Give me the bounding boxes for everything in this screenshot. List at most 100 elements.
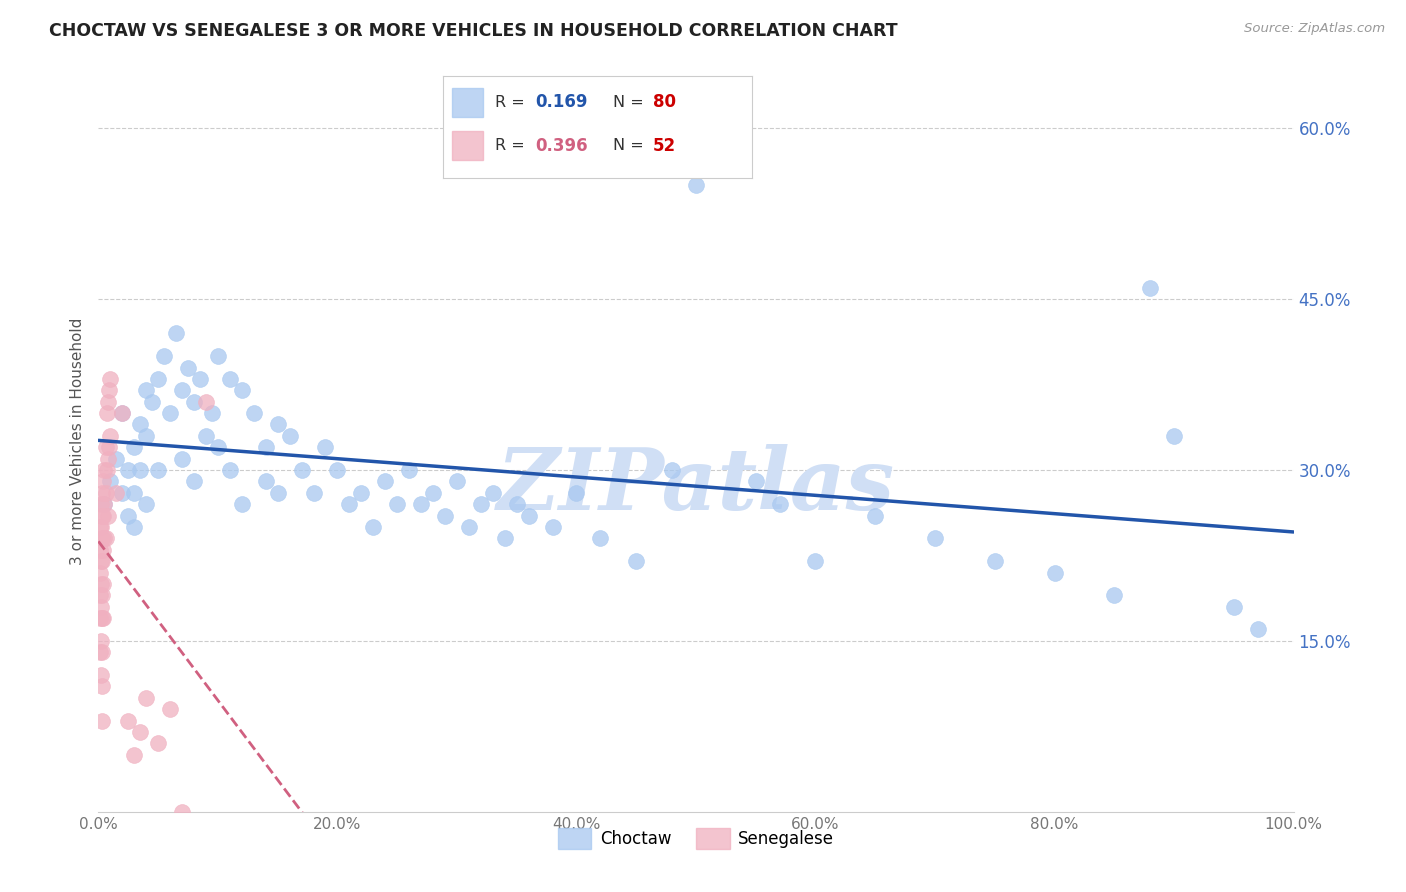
- Point: [219, 372, 242, 386]
- Text: R =: R =: [495, 138, 530, 153]
- Point: [254, 440, 277, 454]
- Point: [745, 475, 768, 489]
- Point: [188, 372, 211, 386]
- Point: [91, 508, 114, 523]
- Point: [117, 508, 139, 523]
- Point: [278, 429, 301, 443]
- Point: [1163, 429, 1185, 443]
- Point: [148, 463, 170, 477]
- Point: [96, 463, 118, 477]
- FancyBboxPatch shape: [453, 131, 484, 160]
- Point: [159, 702, 181, 716]
- Point: [91, 485, 114, 500]
- Point: [231, 497, 253, 511]
- Point: [124, 440, 146, 454]
- Point: [1104, 588, 1126, 602]
- Point: [129, 725, 152, 739]
- Point: [589, 532, 612, 546]
- Point: [685, 178, 707, 193]
- Point: [117, 463, 139, 477]
- Point: [565, 485, 588, 500]
- Y-axis label: 3 or more Vehicles in Household: 3 or more Vehicles in Household: [69, 318, 84, 566]
- Point: [91, 475, 114, 489]
- Point: [302, 485, 325, 500]
- Point: [98, 384, 121, 398]
- Point: [458, 520, 481, 534]
- Text: R =: R =: [495, 95, 530, 110]
- Point: [135, 690, 157, 705]
- Point: [94, 532, 117, 546]
- Text: 0.169: 0.169: [536, 94, 588, 112]
- Point: [98, 440, 121, 454]
- Point: [141, 394, 163, 409]
- Point: [804, 554, 827, 568]
- Point: [91, 577, 114, 591]
- Point: [254, 475, 277, 489]
- Point: [89, 542, 111, 557]
- Point: [159, 406, 181, 420]
- Point: [177, 360, 200, 375]
- Point: [129, 417, 152, 432]
- Point: [398, 463, 420, 477]
- Text: N =: N =: [613, 138, 650, 153]
- FancyBboxPatch shape: [453, 88, 484, 117]
- Point: [91, 554, 114, 568]
- Point: [865, 508, 887, 523]
- Point: [339, 497, 361, 511]
- Point: [93, 532, 115, 546]
- Point: [97, 451, 120, 466]
- Point: [90, 668, 112, 682]
- Text: 52: 52: [654, 136, 676, 154]
- Text: ZIPatlas: ZIPatlas: [496, 444, 896, 528]
- Point: [422, 485, 444, 500]
- Point: [219, 463, 242, 477]
- Point: [91, 611, 114, 625]
- Point: [446, 475, 468, 489]
- Point: [98, 475, 122, 489]
- Point: [267, 485, 290, 500]
- Point: [129, 463, 152, 477]
- Point: [93, 497, 115, 511]
- Point: [1223, 599, 1246, 614]
- Point: [207, 440, 229, 454]
- Point: [111, 406, 134, 420]
- Point: [363, 520, 385, 534]
- Point: [91, 588, 114, 602]
- Text: Source: ZipAtlas.com: Source: ZipAtlas.com: [1244, 22, 1385, 36]
- Point: [374, 475, 396, 489]
- Point: [434, 508, 457, 523]
- Text: N =: N =: [613, 95, 650, 110]
- Point: [326, 463, 349, 477]
- Point: [231, 384, 253, 398]
- Point: [626, 554, 648, 568]
- Point: [124, 485, 146, 500]
- Point: [207, 349, 229, 363]
- Point: [768, 497, 790, 511]
- Point: [124, 520, 146, 534]
- Text: 0.396: 0.396: [536, 136, 588, 154]
- Point: [172, 805, 194, 819]
- Point: [111, 485, 134, 500]
- Point: [93, 497, 115, 511]
- Point: [90, 497, 112, 511]
- Point: [172, 384, 194, 398]
- Point: [135, 384, 157, 398]
- Point: [89, 611, 111, 625]
- Point: [97, 394, 120, 409]
- Point: [124, 747, 146, 762]
- Point: [91, 532, 114, 546]
- Point: [924, 532, 946, 546]
- Legend: Choctaw, Senegalese: Choctaw, Senegalese: [551, 822, 841, 855]
- Point: [1139, 281, 1161, 295]
- Point: [350, 485, 373, 500]
- Point: [201, 406, 224, 420]
- Point: [91, 611, 114, 625]
- Point: [481, 485, 505, 500]
- Text: 80: 80: [654, 94, 676, 112]
- Point: [91, 508, 114, 523]
- Point: [105, 451, 128, 466]
- Point: [93, 463, 115, 477]
- Point: [91, 645, 114, 659]
- Point: [183, 475, 205, 489]
- Point: [105, 485, 128, 500]
